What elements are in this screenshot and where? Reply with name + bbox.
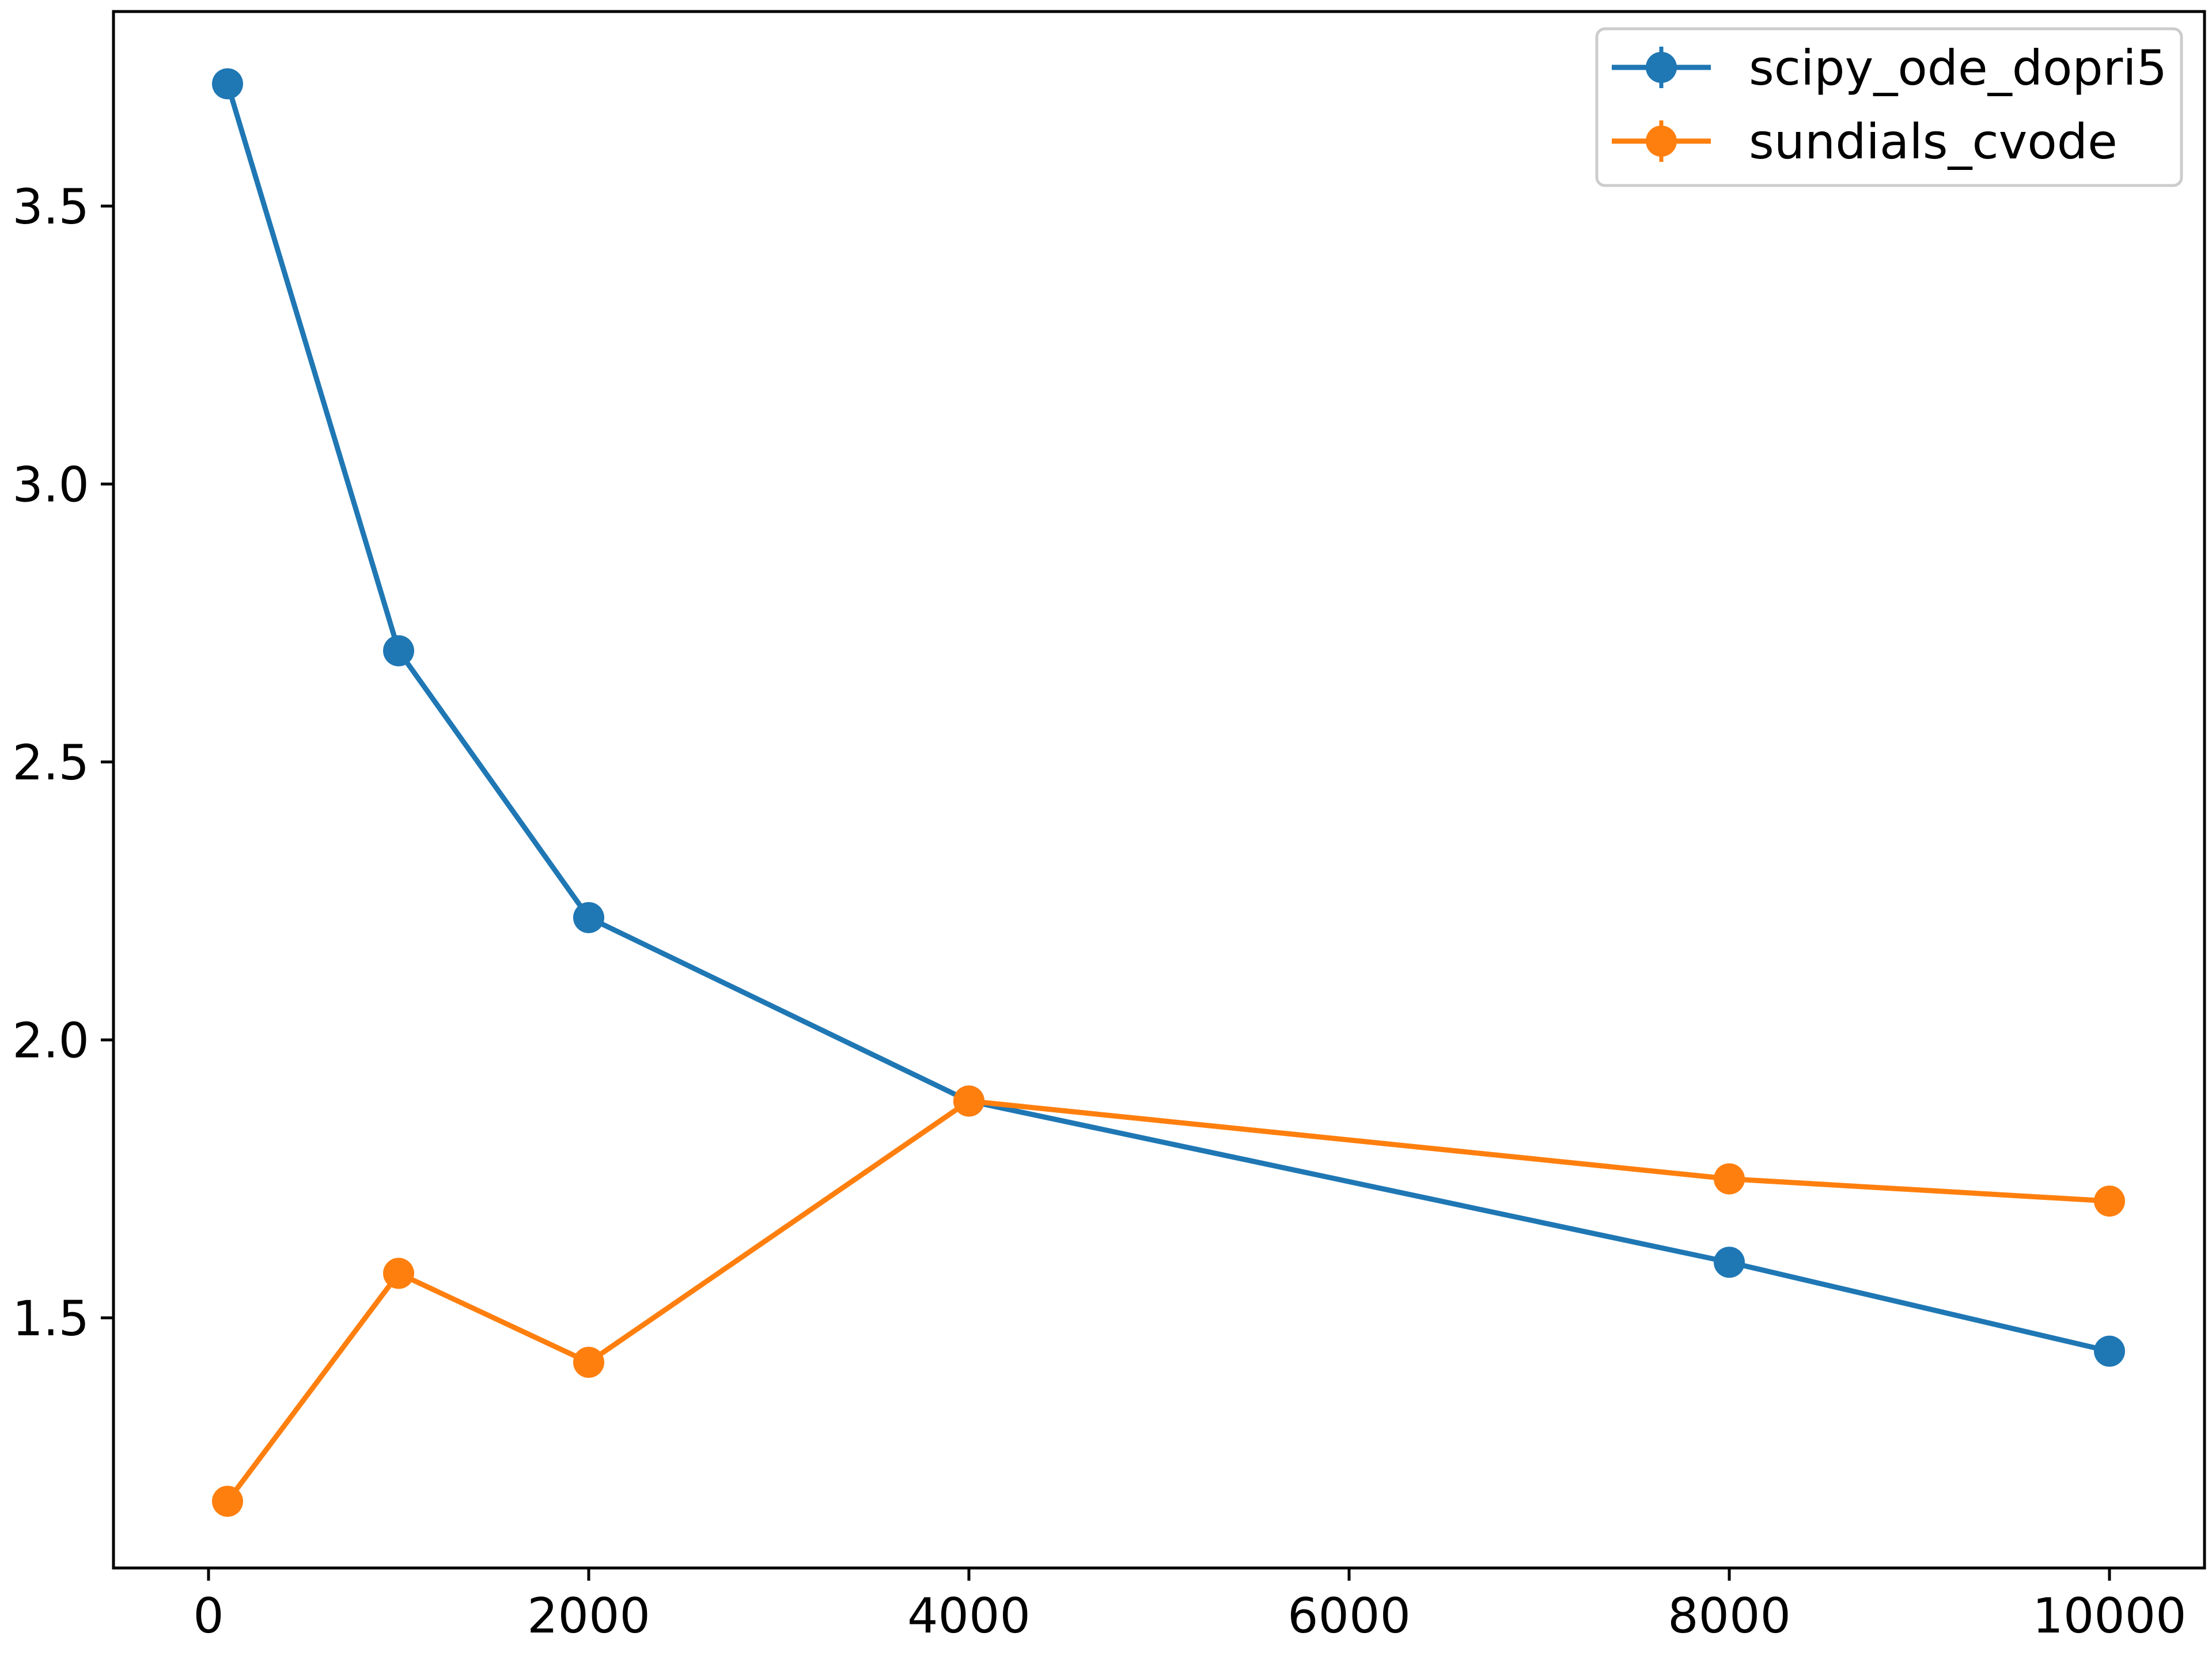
- y-axis: 1.5 2.0 2.5 3.0 3.5: [12, 179, 113, 1347]
- data-point: [1714, 1247, 1745, 1278]
- data-point: [383, 635, 414, 666]
- legend-marker: [1646, 126, 1677, 157]
- data-point: [212, 68, 243, 100]
- data-point: [1714, 1163, 1745, 1195]
- data-point: [212, 1486, 243, 1517]
- legend-item: scipy_ode_dopri5: [1612, 40, 2167, 96]
- legend-item: sundials_cvode: [1612, 113, 2118, 170]
- data-point: [2094, 1185, 2125, 1217]
- series-scipy-ode-dopri5: [212, 68, 2125, 1367]
- legend-marker: [1646, 52, 1677, 83]
- data-point: [953, 1085, 984, 1117]
- data-point: [573, 1346, 604, 1378]
- legend: scipy_ode_dopri5 sundials_cvode: [1595, 27, 2183, 187]
- data-point: [2094, 1335, 2125, 1367]
- series-layer: [212, 68, 2125, 1517]
- axes-frame: [112, 10, 2206, 1570]
- legend-label: scipy_ode_dopri5: [1749, 40, 2167, 96]
- x-tick-label: 10000: [2032, 1588, 2186, 1644]
- x-tick-label: 0: [193, 1588, 224, 1644]
- x-tick-label: 2000: [527, 1588, 650, 1644]
- series-line: [225, 83, 2111, 1354]
- y-tick-label: 2.5: [12, 734, 89, 791]
- x-tick-label: 6000: [1287, 1588, 1411, 1644]
- x-tick-label: 4000: [907, 1588, 1031, 1644]
- x-tick-label: 8000: [1668, 1588, 1791, 1644]
- legend-box: [1595, 27, 2183, 187]
- series-line: [225, 1098, 2110, 1503]
- y-tick-label: 2.0: [12, 1012, 89, 1069]
- y-tick-label: 1.5: [12, 1290, 89, 1347]
- data-point: [573, 902, 604, 933]
- x-axis: 0 2000 4000 6000 8000 10000: [193, 1568, 2187, 1644]
- y-tick-label: 3.0: [12, 456, 89, 513]
- data-point: [383, 1257, 414, 1289]
- series-sundials-cvode: [212, 1085, 2125, 1517]
- legend-label: sundials_cvode: [1749, 113, 2118, 170]
- y-tick-label: 3.5: [12, 179, 89, 235]
